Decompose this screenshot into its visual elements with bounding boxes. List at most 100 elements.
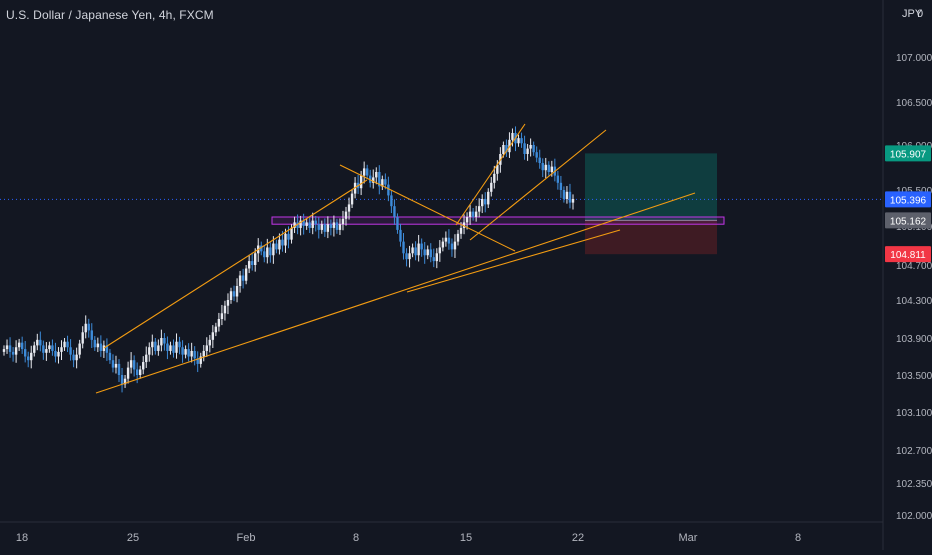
candle-body bbox=[266, 247, 269, 258]
candle-body bbox=[511, 132, 514, 140]
candle-body bbox=[148, 347, 151, 355]
candle-body bbox=[571, 199, 575, 203]
candle-body bbox=[468, 211, 472, 217]
candle-body bbox=[369, 175, 372, 183]
stop-price-badge bbox=[885, 246, 931, 263]
candle-body bbox=[411, 247, 414, 254]
candle-body bbox=[223, 305, 227, 314]
ascending-support-trendline bbox=[95, 192, 696, 394]
candle-body bbox=[105, 345, 109, 353]
candle-body bbox=[205, 345, 208, 351]
candle-body bbox=[99, 343, 103, 351]
candle-body bbox=[187, 349, 190, 357]
candle-body bbox=[208, 339, 212, 346]
candle-body bbox=[48, 345, 51, 350]
candle-body bbox=[526, 148, 529, 154]
candle-body bbox=[378, 172, 381, 187]
candle-body bbox=[441, 241, 445, 248]
candle-body bbox=[63, 341, 66, 348]
candle-body bbox=[78, 343, 81, 355]
candle-body bbox=[190, 350, 193, 357]
y-tick-label: 107.000 bbox=[896, 53, 932, 64]
candle-body bbox=[517, 138, 520, 144]
candle-body bbox=[393, 206, 396, 217]
candle-body bbox=[299, 220, 302, 228]
candle-body bbox=[281, 239, 284, 246]
candle-body bbox=[211, 332, 215, 340]
candle-body bbox=[490, 182, 493, 192]
candle-body bbox=[456, 233, 460, 242]
candle-body bbox=[559, 182, 563, 190]
candle-body bbox=[284, 233, 287, 246]
candle-body bbox=[45, 349, 48, 353]
candle-body bbox=[502, 145, 505, 154]
candle-body bbox=[311, 220, 314, 228]
candle-body bbox=[420, 243, 423, 250]
candle-body bbox=[151, 341, 154, 348]
candle-body bbox=[481, 199, 484, 207]
candle-body bbox=[547, 164, 550, 172]
candle-body bbox=[465, 217, 469, 223]
candle-body bbox=[359, 175, 363, 189]
candle-body bbox=[550, 166, 554, 172]
candle-body bbox=[462, 222, 466, 228]
candle-body bbox=[423, 249, 426, 256]
candle-body bbox=[568, 191, 572, 203]
candle-body bbox=[163, 338, 166, 344]
candle-body bbox=[17, 342, 21, 348]
y-tick-label: 102.000 bbox=[896, 511, 932, 522]
candle-body bbox=[132, 360, 136, 370]
candle-body bbox=[372, 177, 375, 183]
candle-body bbox=[520, 138, 523, 144]
candle-body bbox=[317, 224, 320, 230]
y-tick-label: 103.900 bbox=[896, 334, 932, 345]
candle-body bbox=[417, 243, 420, 256]
candle-body bbox=[496, 164, 499, 174]
candle-body bbox=[93, 339, 96, 348]
candle-body bbox=[323, 224, 327, 232]
candle-body bbox=[344, 211, 348, 219]
candle-body bbox=[565, 191, 569, 199]
candle-body bbox=[505, 145, 508, 153]
candle-body bbox=[178, 341, 181, 348]
candle-body bbox=[75, 354, 78, 361]
candle-body bbox=[123, 378, 127, 385]
candle-body bbox=[390, 195, 393, 207]
candle-body bbox=[157, 345, 160, 351]
candle-body bbox=[14, 347, 18, 355]
candle-body bbox=[544, 164, 547, 171]
candle-body bbox=[335, 222, 339, 230]
candle-body bbox=[172, 345, 175, 353]
candle-body bbox=[138, 369, 142, 375]
take-profit-zone bbox=[585, 153, 717, 221]
candle-body bbox=[523, 143, 526, 154]
candle-body bbox=[459, 227, 463, 234]
candle-body bbox=[538, 157, 541, 163]
candle-body bbox=[120, 375, 124, 385]
candle-body bbox=[408, 253, 411, 260]
candle-body bbox=[444, 237, 448, 242]
candle-body bbox=[235, 286, 239, 297]
candle-body bbox=[384, 179, 387, 185]
y-tick-label: 102.350 bbox=[896, 479, 932, 490]
candle-body bbox=[241, 275, 245, 281]
candle-body bbox=[229, 291, 233, 300]
entry-price-badge bbox=[885, 212, 931, 229]
candle-body bbox=[90, 330, 93, 340]
candle-body bbox=[365, 168, 369, 176]
candle-body bbox=[60, 347, 63, 352]
candle-body bbox=[126, 367, 130, 379]
candle-body bbox=[290, 227, 293, 240]
target-price-label: 105.907 bbox=[890, 149, 927, 160]
y-tick-label: 103.500 bbox=[896, 371, 932, 382]
symbol-title[interactable]: U.S. Dollar / Japanese Yen, 4h, FXCM bbox=[6, 8, 214, 22]
candle-body bbox=[2, 349, 6, 352]
candle-body bbox=[57, 351, 60, 357]
currency-label: JPY bbox=[902, 8, 923, 20]
candle-body bbox=[426, 249, 429, 256]
candle-body bbox=[54, 350, 57, 357]
candle-body bbox=[84, 323, 87, 333]
candle-body bbox=[305, 222, 308, 226]
